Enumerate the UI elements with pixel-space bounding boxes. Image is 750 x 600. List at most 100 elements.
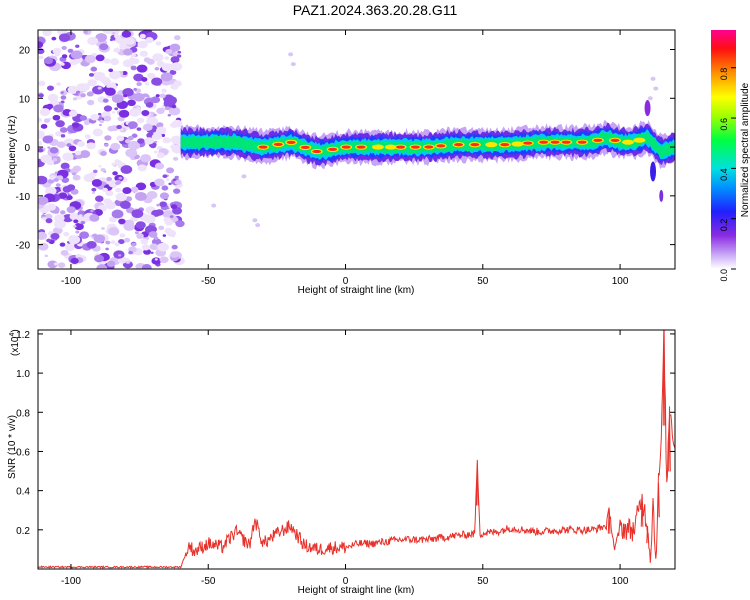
- noise-blob: [89, 171, 97, 177]
- noise-blob: [147, 73, 151, 76]
- noise-blob: [118, 109, 130, 118]
- noise-blob: [154, 140, 158, 144]
- noise-blob: [63, 138, 75, 147]
- noise-blob: [39, 108, 51, 116]
- noise-blob: [153, 113, 157, 117]
- noise-blob: [40, 123, 48, 129]
- noise-blob: [59, 242, 66, 247]
- noise-blob: [128, 140, 140, 150]
- noise-blob: [76, 90, 81, 94]
- snr-plot-area: [38, 330, 675, 569]
- noise-blob: [55, 131, 63, 137]
- noise-blob: [161, 185, 169, 191]
- noise-blob: [118, 254, 122, 257]
- noise-blob: [156, 126, 167, 135]
- noise-blob: [121, 30, 132, 38]
- noise-blob: [52, 227, 63, 235]
- noise-blob: [45, 218, 53, 224]
- noise-blob: [158, 225, 165, 231]
- noise-blob: [62, 152, 74, 161]
- noise-blob: [54, 171, 58, 174]
- noise-blob: [172, 207, 183, 215]
- noise-blob: [51, 36, 57, 41]
- noise-blob: [38, 140, 42, 147]
- noise-blob: [60, 95, 67, 100]
- ridge-hotspot-peak: [610, 138, 620, 142]
- noise-blob: [102, 30, 113, 34]
- snr-y-tick-label: 1.2: [16, 330, 30, 341]
- noise-blob: [131, 209, 144, 219]
- noise-blob: [131, 242, 137, 247]
- noise-blob: [153, 150, 158, 154]
- spectrogram-x-axis-label: Height of straight line (km): [298, 285, 415, 296]
- noise-blob: [89, 214, 100, 222]
- noise-blob: [78, 214, 83, 218]
- spectrogram-x-tick-label: 50: [477, 276, 489, 287]
- noise-blob: [127, 135, 134, 141]
- noise-blob: [45, 135, 54, 142]
- noise-blob: [110, 58, 120, 66]
- colorbar-tick-label: 0.6: [719, 118, 729, 131]
- noise-blob: [46, 103, 54, 110]
- svg-text:(x104): (x104): [9, 329, 21, 356]
- noise-blob: [67, 85, 79, 94]
- spectrogram-y-tick-label: 10: [19, 94, 31, 105]
- colorbar-tick-label: 0.0: [719, 269, 729, 282]
- ridge-hotspot-peak: [470, 143, 480, 147]
- noise-blob: [146, 191, 158, 200]
- noise-blob: [111, 162, 116, 167]
- ridge-hotspot-peak: [523, 141, 533, 145]
- noise-blob: [46, 159, 55, 166]
- noise-blob: [47, 93, 59, 102]
- noise-blob: [122, 59, 134, 68]
- snr-y-tick-label: 1.0: [16, 369, 30, 380]
- noise-blob: [86, 91, 94, 97]
- noise-blob: [148, 197, 152, 200]
- noise-blob: [50, 233, 60, 240]
- noise-blob: [38, 117, 43, 123]
- noise-blob: [177, 50, 182, 54]
- ridge-hotspot: [622, 139, 635, 145]
- noise-blob: [122, 71, 128, 76]
- noise-blob: [59, 210, 66, 215]
- noise-blob: [156, 203, 161, 207]
- noise-blob: [173, 35, 181, 41]
- snr-x-tick-label: -50: [201, 576, 216, 587]
- ridge-spike: [650, 161, 657, 182]
- ridge-hotspot-peak: [424, 145, 434, 149]
- noise-blob: [86, 142, 96, 150]
- noise-blob: [127, 99, 136, 107]
- noise-blob: [109, 70, 121, 80]
- noise-blob: [68, 145, 77, 152]
- ridge-spike: [659, 189, 664, 202]
- noise-blob: [140, 238, 149, 245]
- noise-blob: [45, 186, 57, 196]
- noise-blob: [653, 86, 659, 91]
- ridge-hotspot: [371, 144, 384, 150]
- noise-blob: [172, 119, 183, 128]
- noise-blob: [60, 162, 70, 170]
- noise-blob: [151, 77, 163, 86]
- noise-blob: [116, 135, 125, 142]
- noise-blob: [38, 93, 44, 98]
- noise-blob: [170, 62, 183, 71]
- noise-blob: [141, 244, 150, 251]
- noise-blob: [123, 237, 131, 243]
- noise-blob: [68, 110, 78, 117]
- ridge-spike: [644, 100, 651, 117]
- noise-blob: [171, 104, 177, 109]
- noise-blob: [103, 105, 113, 112]
- noise-blob: [93, 234, 106, 243]
- ridge-hotspot-peak: [436, 144, 446, 148]
- noise-blob: [47, 146, 51, 149]
- noise-blob: [647, 96, 653, 101]
- colorbar-gradient: [711, 30, 736, 269]
- noise-blob: [145, 102, 154, 108]
- noise-blob: [64, 243, 76, 251]
- noise-blob: [122, 48, 133, 56]
- noise-blob: [123, 94, 128, 98]
- noise-blob: [70, 257, 79, 265]
- noise-blob: [169, 215, 174, 218]
